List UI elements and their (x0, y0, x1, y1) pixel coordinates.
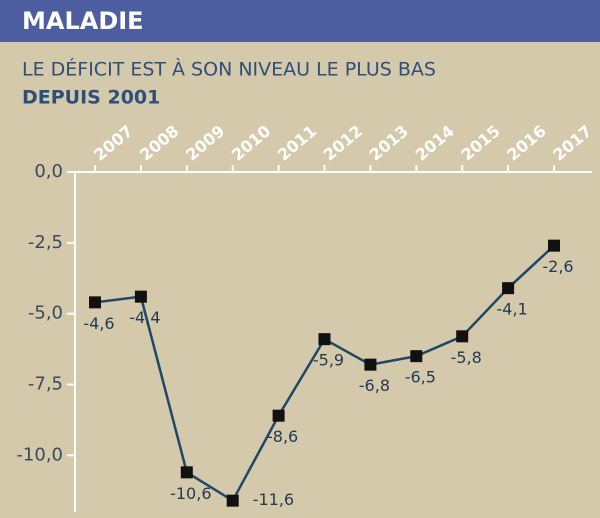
marker (318, 333, 331, 346)
header-band (0, 0, 600, 42)
value-label: -4,1 (496, 300, 527, 319)
value-label: -6,8 (359, 376, 390, 395)
y-tick-label: -10,0 (16, 444, 63, 465)
value-label: -6,5 (405, 368, 436, 387)
value-label: -5,8 (451, 348, 482, 367)
marker (456, 330, 469, 343)
marker (89, 296, 101, 309)
marker (364, 358, 377, 371)
value-label: -4,6 (83, 314, 114, 333)
marker (410, 350, 423, 363)
chart-title: MALADIE (22, 7, 144, 35)
marker (180, 466, 193, 479)
value-label: -11,6 (253, 490, 294, 509)
y-tick-label: -5,0 (28, 303, 63, 324)
marker (502, 282, 515, 295)
value-label: -10,6 (170, 484, 211, 503)
value-label: -4,4 (129, 308, 160, 327)
value-label: -2,6 (542, 257, 573, 276)
y-tick-label: 0,0 (34, 161, 63, 182)
marker (134, 290, 147, 303)
value-label: -5,9 (313, 351, 344, 370)
marker (226, 494, 239, 507)
chart-subtitle: LE DÉFICIT EST À SON NIVEAU LE PLUS BAS (22, 58, 436, 81)
chart-subtitle-emphasis: DEPUIS 2001 (22, 87, 160, 109)
marker (272, 409, 285, 422)
marker (548, 239, 560, 252)
value-label: -8,6 (267, 427, 298, 446)
y-tick-label: -7,5 (28, 374, 63, 395)
y-tick-label: -2,5 (28, 232, 63, 253)
